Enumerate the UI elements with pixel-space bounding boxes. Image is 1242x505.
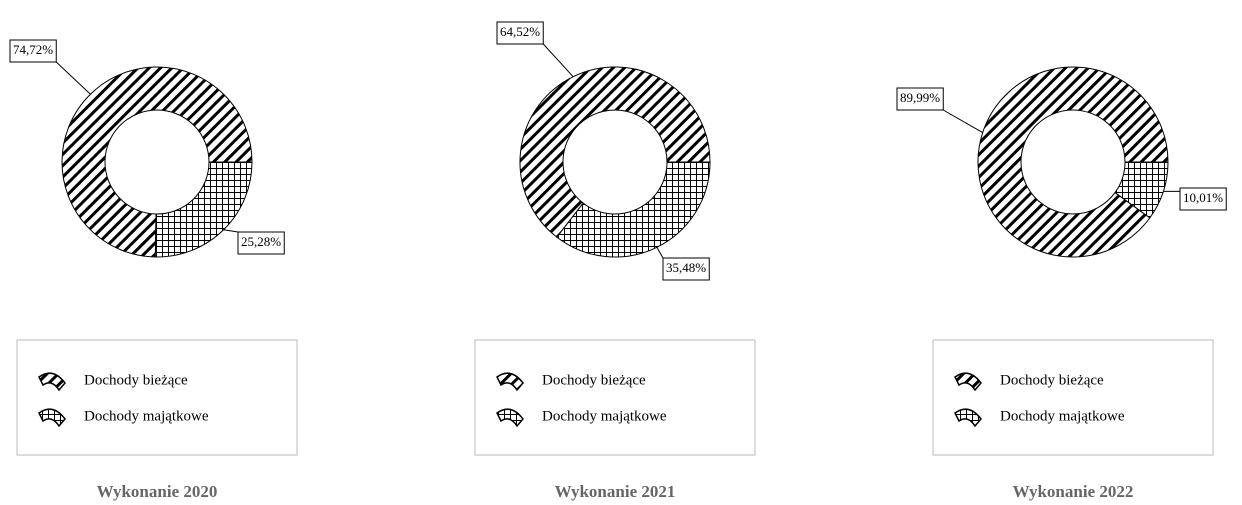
legend-box <box>474 339 756 456</box>
donut-slice <box>154 161 253 258</box>
legend-icon <box>38 372 66 392</box>
legend-icon <box>496 408 524 428</box>
legend-label: Dochody majątkowe <box>84 408 209 424</box>
data-label-box <box>496 21 544 45</box>
data-label: 89,99% <box>900 90 940 105</box>
data-label: 74,72% <box>13 42 53 57</box>
legend-label: Dochody bieżące <box>1000 372 1104 388</box>
donut-chart: 89,99% 10,01% Dochody bieżące Dochody mająt… <box>896 66 1227 501</box>
donut-slice <box>977 66 1169 258</box>
donut-slice <box>1114 161 1169 219</box>
leader-line <box>223 229 239 233</box>
legend-label: Dochody majątkowe <box>542 408 667 424</box>
chart-title: Wykonanie 2020 <box>97 482 218 501</box>
legend-icon <box>38 408 66 428</box>
data-label-box <box>9 39 57 63</box>
data-label-box <box>662 257 710 281</box>
data-label-box <box>896 87 944 111</box>
data-label: 10,01% <box>1183 190 1223 205</box>
legend-box <box>16 339 298 456</box>
data-label: 35,48% <box>666 260 706 275</box>
legend-label: Dochody majątkowe <box>1000 408 1125 424</box>
donut-slice <box>519 66 711 238</box>
chart-title: Wykonanie 2022 <box>1013 482 1134 501</box>
donut-slice <box>61 66 253 258</box>
data-label: 25,28% <box>241 234 281 249</box>
legend-icon <box>496 372 524 392</box>
donut-chart: 74,72% 25,28% Dochody bieżące Dochody mająt… <box>9 39 298 501</box>
legend-icon <box>954 408 982 428</box>
data-label: 64,52% <box>500 24 540 39</box>
chart-title: Wykonanie 2021 <box>555 482 676 501</box>
leader-line <box>542 43 574 78</box>
leader-line <box>656 247 664 259</box>
data-label-box <box>237 231 285 255</box>
legend-icon <box>954 372 982 392</box>
data-label-box <box>1179 187 1227 211</box>
legend-label: Dochody bieżące <box>542 372 646 388</box>
leader-line <box>55 61 91 95</box>
legend-label: Dochody bieżące <box>84 372 188 388</box>
donut-chart: 64,52% 35,48% Dochody bieżące Dochody mająt… <box>474 21 756 501</box>
legend-box <box>932 339 1214 456</box>
leader-line <box>943 109 983 134</box>
donut-slice <box>556 161 711 258</box>
